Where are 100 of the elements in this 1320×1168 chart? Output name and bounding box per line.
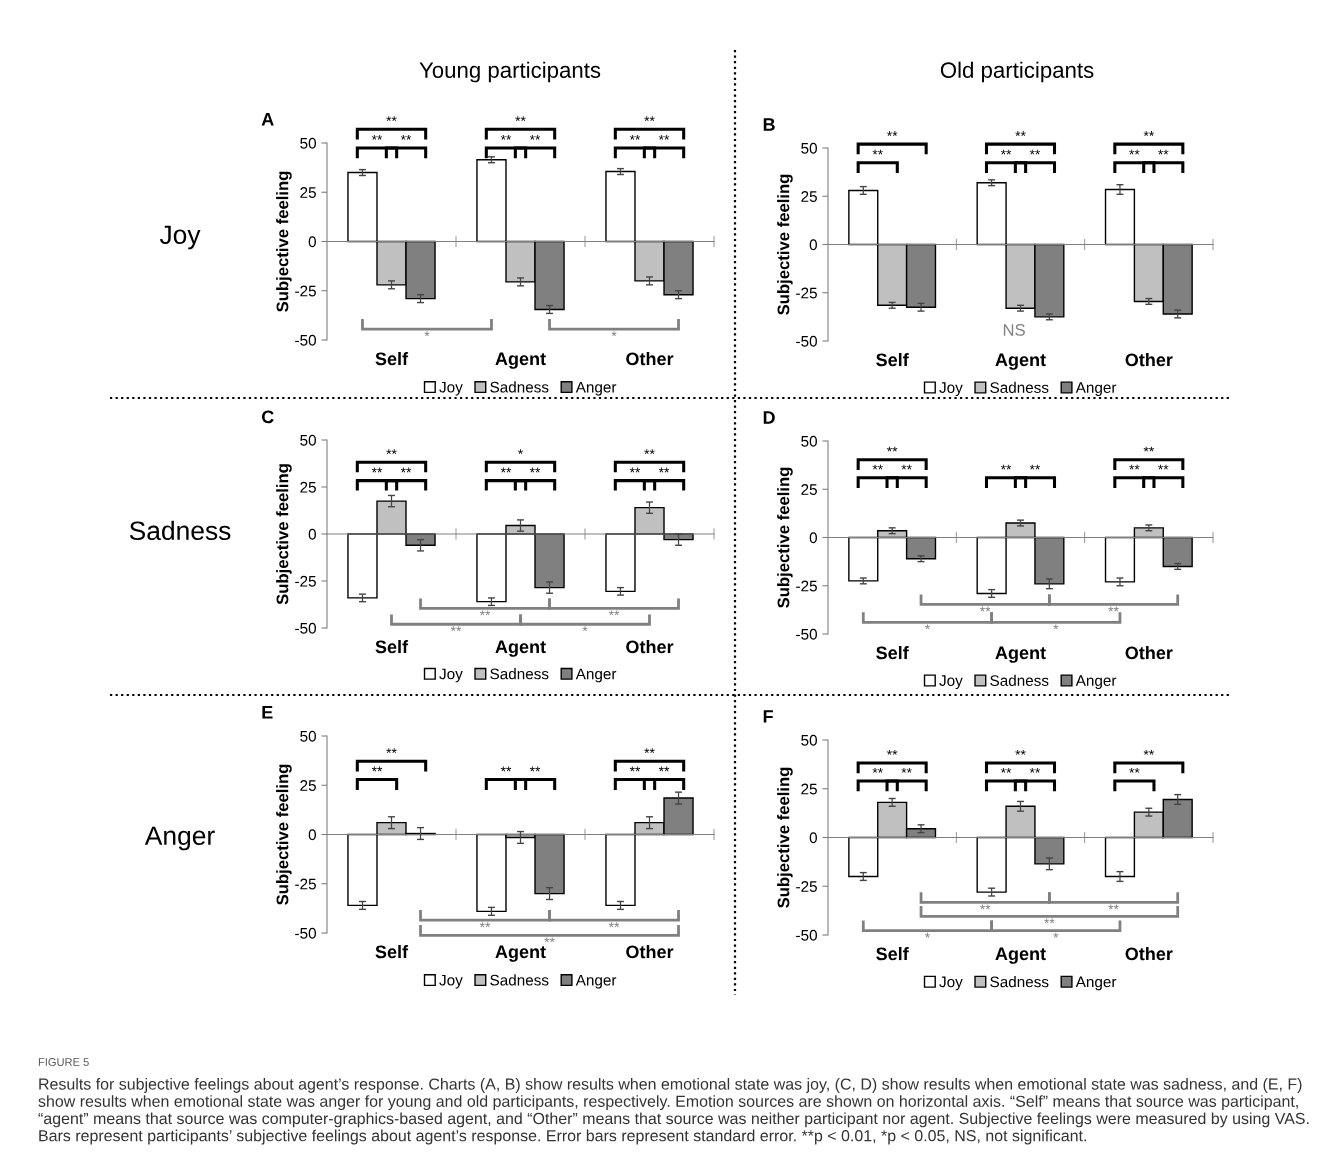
annotation: ** [386, 449, 397, 455]
text: ** [371, 134, 383, 140]
y-axis-title: Subjective feeling [276, 464, 292, 605]
y-tick-label: 50 [300, 730, 316, 742]
text: ** [386, 116, 397, 122]
text: ** [886, 131, 898, 136]
annotation: * [424, 331, 430, 337]
text: Young participants [419, 61, 601, 83]
annotation: ** [872, 149, 883, 155]
text: ** [1015, 131, 1026, 136]
annotation: ** [644, 748, 655, 754]
text: Anger [144, 826, 215, 851]
annotation: ** [1129, 767, 1140, 773]
y-tick-label: 25 [801, 191, 817, 202]
annotation: ** [529, 766, 541, 772]
annotation: ** [980, 904, 991, 910]
annotation: ** [872, 767, 883, 773]
annotation: ** [400, 467, 412, 473]
y-tick-label: 25 [300, 481, 316, 493]
x-tick-label: Other [1125, 353, 1173, 367]
annotation: ** [629, 467, 641, 473]
annotation: ** [886, 446, 898, 452]
annotation: * [582, 626, 588, 632]
annotation: ** [1029, 464, 1041, 470]
legend-label: Joy [439, 668, 463, 683]
y-tick-label: 0 [809, 832, 817, 844]
caption: FIGURE 5 [38, 1058, 89, 1066]
annotation: ** [1158, 149, 1169, 155]
y-tick-label: 25 [300, 187, 316, 198]
y-tick-label: 50 [300, 434, 316, 446]
annotation: ** [886, 749, 898, 755]
annotation: * [611, 331, 617, 337]
x-tick-label: Agent [995, 947, 1046, 964]
legend-label: Sadness [990, 381, 1049, 393]
annotation: ** [371, 766, 383, 772]
legend-label: Joy [439, 381, 463, 396]
annotation: ** [529, 467, 541, 473]
y-tick-label: -25 [295, 878, 316, 890]
text: ** [629, 134, 641, 140]
annotation: ** [1129, 149, 1140, 155]
x-tick-label: Self [375, 945, 409, 959]
y-tick-label: 0 [308, 528, 316, 540]
annotation: * [924, 932, 930, 938]
chart-title: B [763, 118, 775, 131]
text: Old participants [940, 61, 1094, 83]
annotation: ** [980, 606, 991, 612]
text: Sadness [129, 520, 231, 541]
text: ** [658, 134, 670, 140]
annotation: ** [1000, 464, 1012, 470]
annotation: ** [1000, 767, 1012, 773]
legend-label: Sadness [490, 381, 549, 393]
y-axis-title: Subjective feeling [777, 767, 793, 908]
annotation: * [924, 624, 930, 630]
annotation: ** [1129, 464, 1140, 470]
y-tick-label: 25 [300, 780, 316, 791]
x-tick-label: Agent [495, 352, 546, 369]
annotation: * [518, 449, 523, 455]
annotation: ** [1029, 767, 1041, 773]
text: Joy [159, 225, 201, 250]
y-axis-title: Subjective feeling [777, 174, 793, 315]
annotation: ** [658, 766, 670, 772]
annotation: ** [500, 467, 512, 473]
chart-title: E [262, 706, 273, 719]
text: ** [544, 937, 555, 943]
y-axis-title: Subjective feeling [276, 764, 292, 905]
annotation: ** [1143, 446, 1155, 452]
annotation: * [1053, 932, 1059, 938]
y-tick-label: -50 [295, 927, 316, 939]
text: ** [500, 134, 512, 140]
legend-label: Anger [575, 381, 617, 396]
legend-label: Joy [939, 675, 963, 690]
legend-label: Anger [1075, 976, 1117, 991]
y-tick-label: -25 [796, 580, 817, 592]
text: ** [400, 134, 412, 140]
legend-label: Joy [439, 974, 463, 989]
legend-label: Joy [939, 976, 963, 991]
x-tick-label: Self [876, 646, 909, 660]
y-tick-label: -50 [295, 334, 316, 346]
annotation: ** [1000, 149, 1012, 155]
x-tick-label: Other [1125, 947, 1173, 961]
legend-label: Joy [939, 382, 963, 397]
y-tick-label: 50 [801, 435, 817, 447]
legend-label: Sadness [990, 674, 1049, 686]
annotation: ** [450, 626, 462, 632]
y-tick-label: 50 [801, 734, 817, 746]
x-tick-label: Other [1125, 646, 1173, 660]
annotation: ** [1108, 606, 1119, 612]
annotation: ** [1044, 918, 1055, 924]
legend-label: Sadness [990, 976, 1049, 988]
y-tick-label: 25 [801, 484, 817, 495]
x-tick-label: Self [375, 352, 409, 366]
annotation: ** [608, 610, 620, 616]
y-axis-title: Subjective feeling [777, 467, 793, 608]
x-tick-label: Agent [495, 640, 546, 657]
x-tick-label: Agent [995, 353, 1046, 370]
annotation: ** [1029, 149, 1041, 155]
chart-title: F [763, 710, 773, 723]
chart-title: A [261, 113, 274, 126]
annotation: ** [1108, 904, 1119, 910]
annotation: ** [1158, 464, 1169, 470]
